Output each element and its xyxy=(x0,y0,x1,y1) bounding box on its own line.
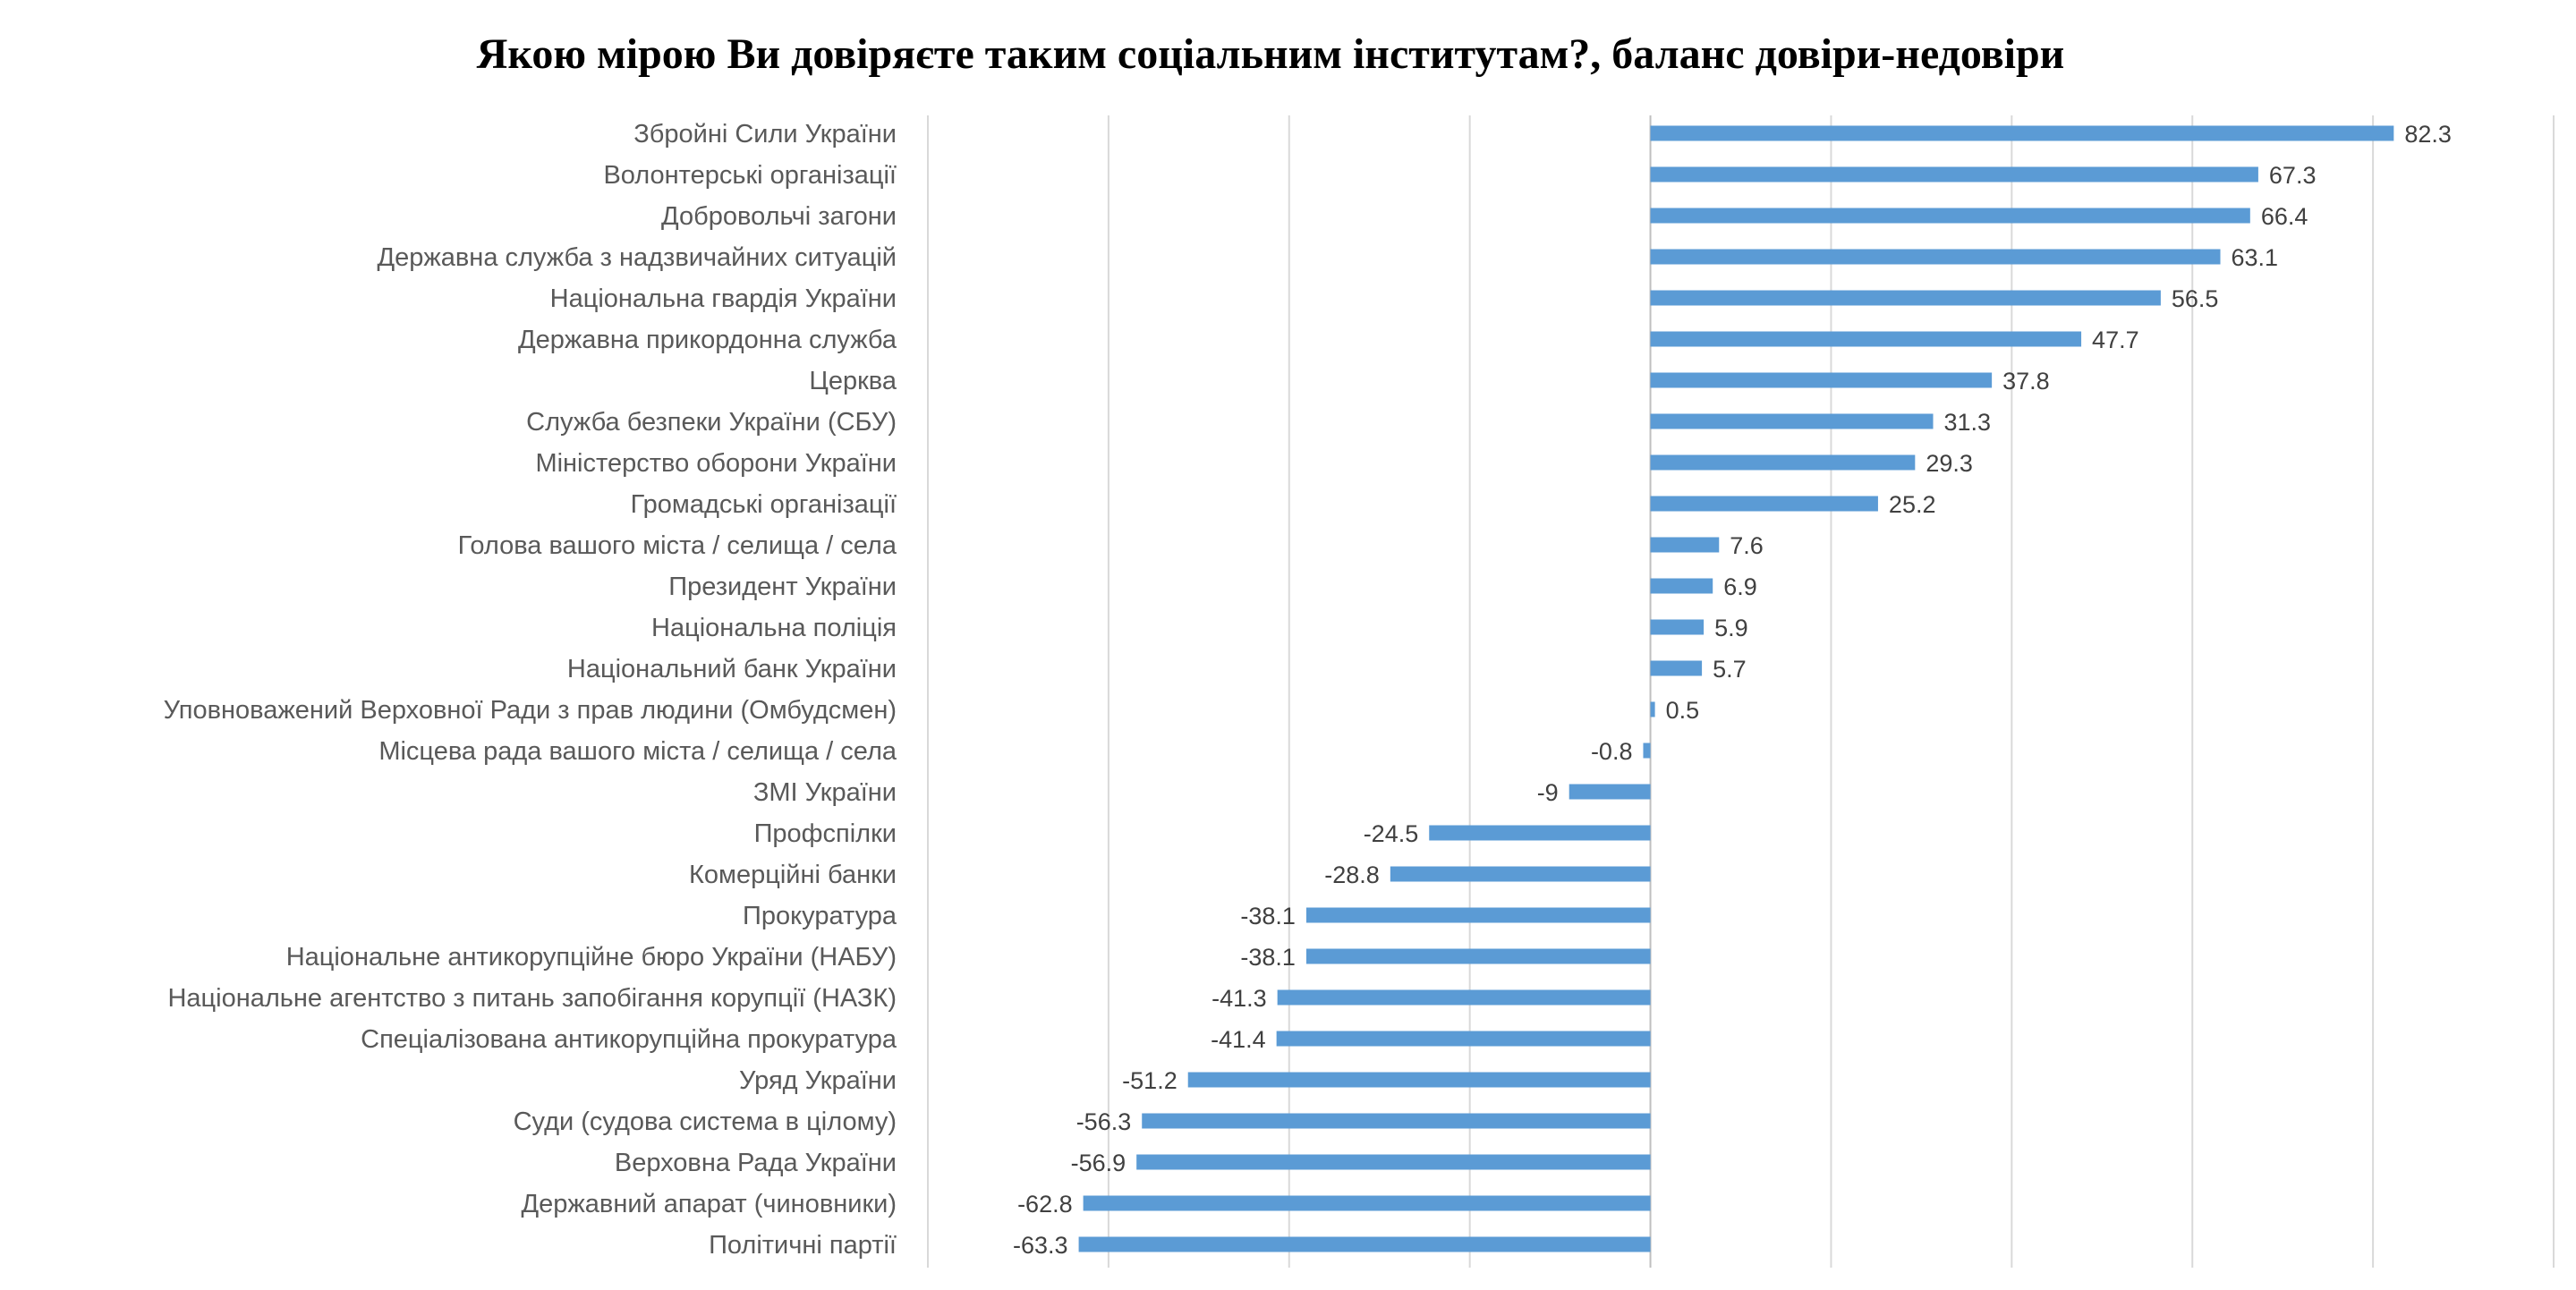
category-label: Національна гвардія України xyxy=(550,284,897,313)
bar xyxy=(1650,660,1703,676)
data-label: 5.9 xyxy=(1714,615,1748,641)
category-label: Державний апарат (чиновники) xyxy=(522,1190,897,1218)
bar xyxy=(1390,866,1651,882)
data-label: 31.3 xyxy=(1944,409,1992,436)
data-label: -63.3 xyxy=(1013,1232,1068,1259)
category-label: Спеціалізована антикорупційна прокуратур… xyxy=(361,1025,897,1054)
category-label: Політичні партії xyxy=(709,1231,897,1260)
bar xyxy=(1078,1236,1651,1252)
bar xyxy=(1305,948,1651,964)
category-label: Добровольчі загони xyxy=(661,202,897,231)
category-label: Міністерство оборони України xyxy=(535,449,897,478)
data-label: 56.5 xyxy=(2172,285,2219,312)
bar xyxy=(1650,454,1916,471)
bar xyxy=(1650,496,1878,512)
data-label: -0.8 xyxy=(1591,738,1633,765)
category-label: Прокуратура xyxy=(743,902,897,930)
bar xyxy=(1429,825,1651,841)
category-label: Державна прикордонна служба xyxy=(518,326,897,354)
data-label: -9 xyxy=(1537,779,1559,806)
data-label: -62.8 xyxy=(1017,1191,1073,1218)
data-label: 6.9 xyxy=(1723,573,1757,600)
data-label: 29.3 xyxy=(1926,450,1973,477)
data-label: -24.5 xyxy=(1364,820,1419,847)
bar xyxy=(1187,1072,1651,1088)
bar xyxy=(1650,413,1934,429)
bar xyxy=(1277,989,1651,1006)
bar xyxy=(1650,578,1713,594)
data-label: -38.1 xyxy=(1240,903,1296,929)
data-label: 25.2 xyxy=(1889,491,1936,518)
category-label: Уряд України xyxy=(739,1066,897,1095)
data-label: 7.6 xyxy=(1730,532,1764,559)
data-label: 37.8 xyxy=(2002,368,2050,395)
category-label: Збройні Сили України xyxy=(633,120,897,149)
chart-title: Якою мірою Ви довіряєте таким соціальним… xyxy=(477,30,2065,78)
category-label: Державна служба з надзвичайних ситуацій xyxy=(377,243,897,272)
bar xyxy=(1276,1031,1651,1047)
data-label: 67.3 xyxy=(2269,162,2317,189)
bar xyxy=(1136,1154,1651,1170)
data-label: 0.5 xyxy=(1666,697,1700,724)
category-label: Національний банк України xyxy=(567,655,897,683)
category-label: Верховна Рада України xyxy=(615,1149,897,1177)
bar xyxy=(1650,372,1993,388)
category-label: Національне агентство з питань запобіган… xyxy=(167,984,897,1013)
category-label: Церква xyxy=(809,367,897,395)
bar xyxy=(1643,743,1651,759)
data-label: -56.3 xyxy=(1076,1108,1132,1135)
category-label: Суди (судова система в цілому) xyxy=(514,1108,897,1136)
gridlines xyxy=(927,115,2555,1268)
category-label: Президент України xyxy=(668,573,897,601)
bar xyxy=(1650,619,1705,635)
category-label: Національна поліція xyxy=(651,614,897,642)
bar xyxy=(1650,537,1720,553)
data-label: 5.7 xyxy=(1713,656,1747,683)
bar xyxy=(1650,331,2082,347)
category-label: Профспілки xyxy=(754,819,897,848)
bar xyxy=(1650,125,2394,141)
data-label: -56.9 xyxy=(1071,1150,1126,1176)
data-label: 63.1 xyxy=(2232,244,2279,271)
category-labels: Збройні Сили України Волонтерські організ… xyxy=(164,120,897,1260)
data-labels: 82.3 67.3 66.4 63.1 56.5 47.7 37.8 31.3 29.3 25.2… xyxy=(1013,121,2452,1259)
data-label: -41.3 xyxy=(1211,985,1267,1012)
data-label: -41.4 xyxy=(1211,1026,1266,1053)
data-label: 82.3 xyxy=(2404,121,2452,148)
category-label: Служба безпеки України (СБУ) xyxy=(526,408,897,437)
bar xyxy=(1142,1113,1651,1129)
bar xyxy=(1083,1195,1651,1211)
bars xyxy=(1078,125,2394,1252)
category-label: Громадські організації xyxy=(631,490,897,519)
bar xyxy=(1650,290,2161,306)
bar xyxy=(1650,166,2258,182)
bar xyxy=(1305,907,1651,923)
category-label: Національне антикорупційне бюро України … xyxy=(286,943,897,972)
bar xyxy=(1650,208,2250,224)
bar xyxy=(1650,701,1655,717)
data-label: -51.2 xyxy=(1122,1067,1177,1094)
data-label: -28.8 xyxy=(1324,861,1380,888)
bar xyxy=(1569,784,1651,800)
category-label: Уповноважений Верховної Ради з прав люди… xyxy=(164,696,897,725)
category-label: ЗМІ України xyxy=(753,778,897,807)
category-label: Комерційні банки xyxy=(689,861,897,889)
data-label: -38.1 xyxy=(1240,944,1296,971)
data-label: 47.7 xyxy=(2092,327,2139,353)
bar xyxy=(1650,249,2221,265)
category-label: Волонтерські організації xyxy=(603,161,897,190)
category-label: Голова вашого міста / селища / села xyxy=(458,531,897,560)
data-label: 66.4 xyxy=(2261,203,2308,230)
category-label: Місцева рада вашого міста / селища / сел… xyxy=(378,737,897,766)
